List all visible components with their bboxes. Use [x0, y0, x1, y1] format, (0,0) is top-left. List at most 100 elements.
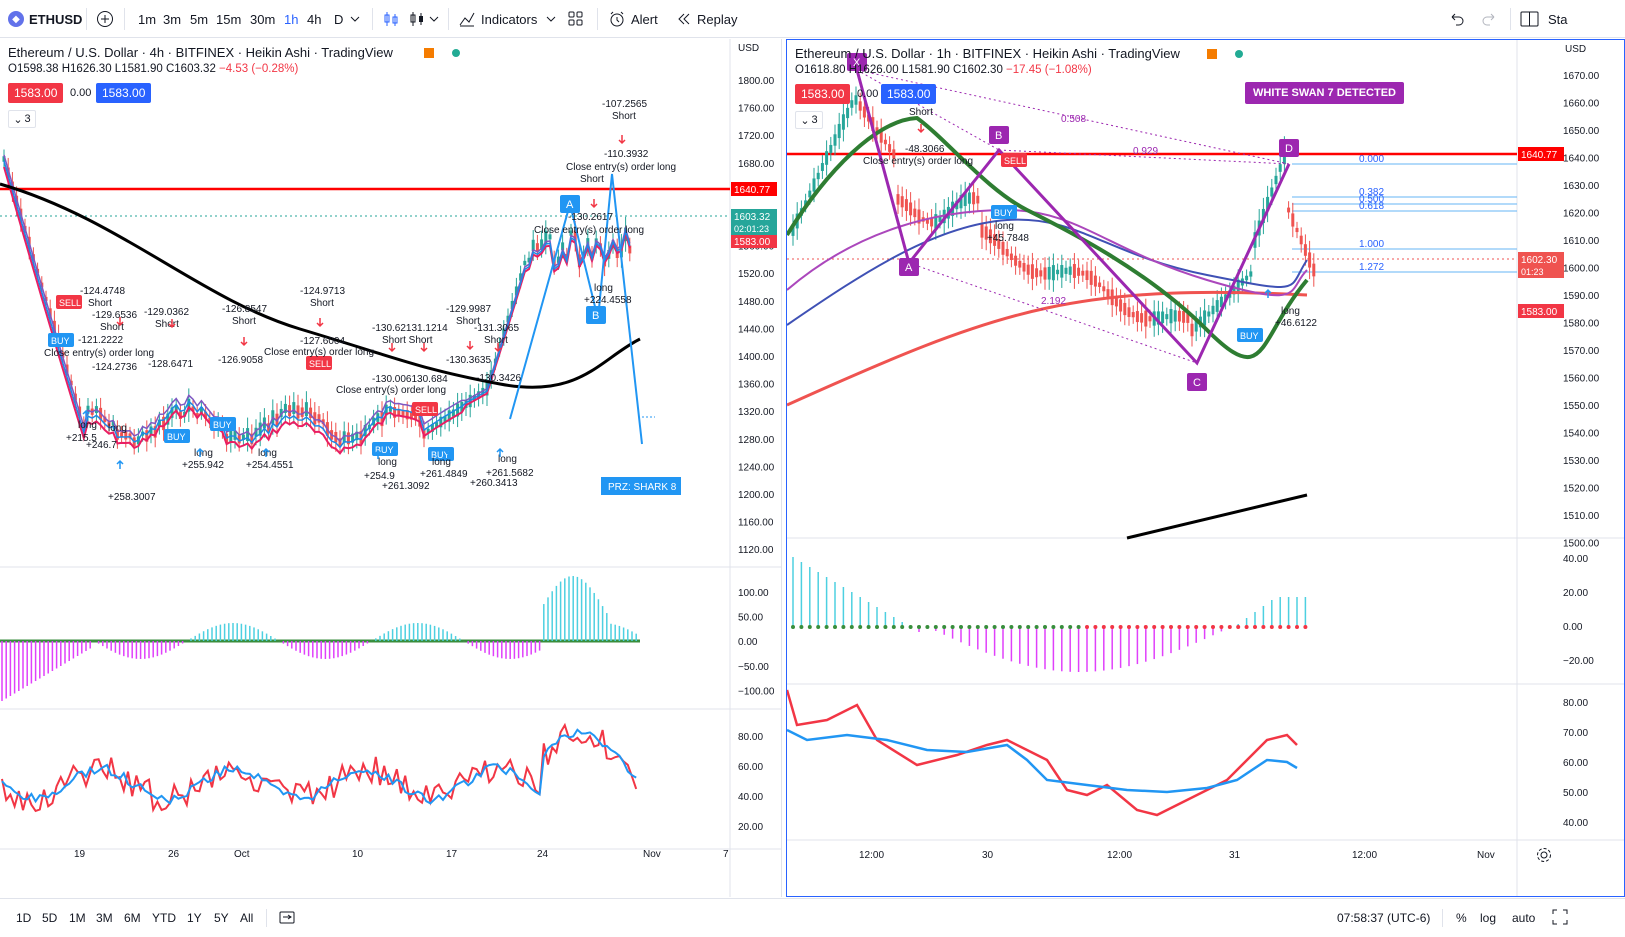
range-6m[interactable]: 6M — [124, 911, 141, 925]
right-buy-price[interactable]: 1583.00 — [881, 84, 937, 104]
flag-icon[interactable] — [1207, 49, 1217, 59]
right-chart[interactable]: 1670.00 1660.00 1650.00 1640.00 1630.00 1620.… — [786, 39, 1625, 897]
indicators-button[interactable]: Indicators — [458, 0, 537, 38]
trade-annotation: long — [1281, 306, 1300, 317]
fib-label: 1.272 — [1359, 262, 1384, 273]
undo-button[interactable] — [1448, 0, 1466, 38]
interval-1m[interactable]: 1m — [138, 11, 157, 27]
candle — [569, 230, 573, 236]
redo-button[interactable] — [1480, 0, 1498, 38]
clock-time[interactable]: 07:58:37 (UTC-6) — [1337, 911, 1431, 925]
candle — [1072, 264, 1076, 278]
candle — [1060, 265, 1064, 278]
left-sell-price[interactable]: 1583.00 — [8, 83, 64, 103]
chart-type-dropdown[interactable] — [428, 0, 440, 38]
range-ytd[interactable]: YTD — [152, 911, 176, 925]
trade-annotation: -127.6004 — [300, 336, 345, 347]
candle — [296, 405, 300, 419]
right-indicators-toggle[interactable]: ⌄ 3 — [795, 111, 823, 129]
calendar-range-icon — [279, 911, 295, 924]
sell-arrow — [240, 337, 248, 347]
chart-settings-button[interactable] — [1535, 846, 1553, 869]
templates-button[interactable] — [567, 0, 585, 38]
candle — [1039, 270, 1043, 277]
alert-button[interactable]: Alert — [608, 0, 658, 38]
time-tick: Nov — [1477, 850, 1495, 861]
left-indicators-toggle[interactable]: ⌄ 3 — [8, 110, 36, 128]
candle — [481, 387, 485, 397]
rewind-icon — [678, 13, 690, 25]
trade-annotation: +254.9 — [364, 471, 395, 482]
bar-style-button[interactable] — [382, 0, 400, 38]
candle — [1043, 267, 1047, 280]
osc-tick: 100.00 — [738, 588, 769, 599]
indicators-dropdown[interactable] — [545, 0, 557, 38]
log-toggle[interactable]: log — [1480, 911, 1497, 925]
undo-icon — [1451, 13, 1464, 26]
interval-15m[interactable]: 15m — [216, 11, 242, 27]
grid-icon — [568, 11, 583, 26]
candle — [120, 432, 124, 438]
candle — [166, 413, 170, 425]
last-price-label: 1602.30 — [1521, 255, 1558, 266]
right-sell-price[interactable]: 1583.00 — [795, 84, 851, 104]
osc-dot — [841, 625, 846, 629]
price-tick: 1550.00 — [1563, 401, 1600, 412]
osc-dot — [925, 625, 930, 629]
compare-add-button[interactable] — [96, 0, 114, 38]
interval-5m[interactable]: 5m — [190, 11, 209, 27]
left-chart-canvas[interactable]: 1800.001760.001720.001680.001640.001600.… — [0, 39, 782, 897]
interval-4h[interactable]: 4h — [307, 11, 322, 27]
bid-label: 1583.00 — [1521, 307, 1558, 318]
interval-dropdown-button[interactable] — [349, 0, 361, 38]
candle — [241, 434, 245, 440]
candle — [527, 257, 531, 263]
trade-annotation: -130.2617 — [568, 212, 613, 223]
auto-toggle[interactable]: auto — [1512, 911, 1536, 925]
candle — [1169, 309, 1173, 324]
interval-30m[interactable]: 30m — [250, 11, 276, 27]
right-chart-canvas[interactable]: 1670.00 1660.00 1650.00 1640.00 1630.00 1620.… — [787, 40, 1625, 897]
chart-type-button[interactable] — [408, 0, 426, 38]
range-1d[interactable]: 1D — [16, 911, 32, 925]
left-currency[interactable]: USD — [738, 43, 760, 54]
range-all[interactable]: All — [240, 911, 254, 925]
trade-annotation: -110.3932 — [604, 149, 649, 160]
fullscreen-button[interactable] — [1552, 909, 1568, 928]
range-1m[interactable]: 1M — [69, 911, 86, 925]
date-range-button[interactable] — [278, 909, 296, 928]
buy-arrow — [446, 449, 454, 459]
candle — [1140, 313, 1144, 323]
buy-arrow — [196, 447, 204, 457]
sell-arrow — [388, 343, 396, 353]
candle — [1056, 269, 1060, 275]
candle — [900, 196, 904, 208]
range-5d[interactable]: 5D — [42, 911, 58, 925]
candle — [1186, 313, 1190, 323]
percent-toggle[interactable]: % — [1456, 911, 1467, 925]
trade-annotation: -131.3065 — [474, 323, 519, 334]
candle — [980, 223, 984, 238]
interval-d[interactable]: D — [334, 11, 344, 27]
layout-button[interactable]: Sta — [1520, 0, 1568, 38]
time-tick: Nov — [643, 849, 661, 860]
range-1y[interactable]: 1Y — [187, 911, 202, 925]
range-3m[interactable]: 3M — [96, 911, 113, 925]
right-currency[interactable]: USD — [1565, 44, 1587, 55]
left-buy-price[interactable]: 1583.00 — [96, 83, 152, 103]
left-chart[interactable]: 1800.001760.001720.001680.001640.001600.… — [0, 39, 782, 897]
candle — [883, 139, 887, 145]
range-5y[interactable]: 5Y — [214, 911, 229, 925]
candle — [1194, 320, 1198, 332]
candle — [510, 300, 514, 310]
interval-1h[interactable]: 1h — [284, 11, 299, 27]
trade-annotation: -124.4748 — [80, 286, 125, 297]
candle — [1295, 227, 1299, 233]
interval-3m[interactable]: 3m — [163, 11, 182, 27]
flag-icon[interactable] — [424, 48, 434, 58]
replay-button[interactable]: Replay — [676, 0, 737, 38]
rsi-blue-line — [787, 728, 1298, 794]
osc-tick: −100.00 — [738, 686, 775, 697]
bid-label: 1583.00 — [734, 237, 771, 248]
symbol-search[interactable]: ◆ ETHUSD — [8, 0, 82, 38]
